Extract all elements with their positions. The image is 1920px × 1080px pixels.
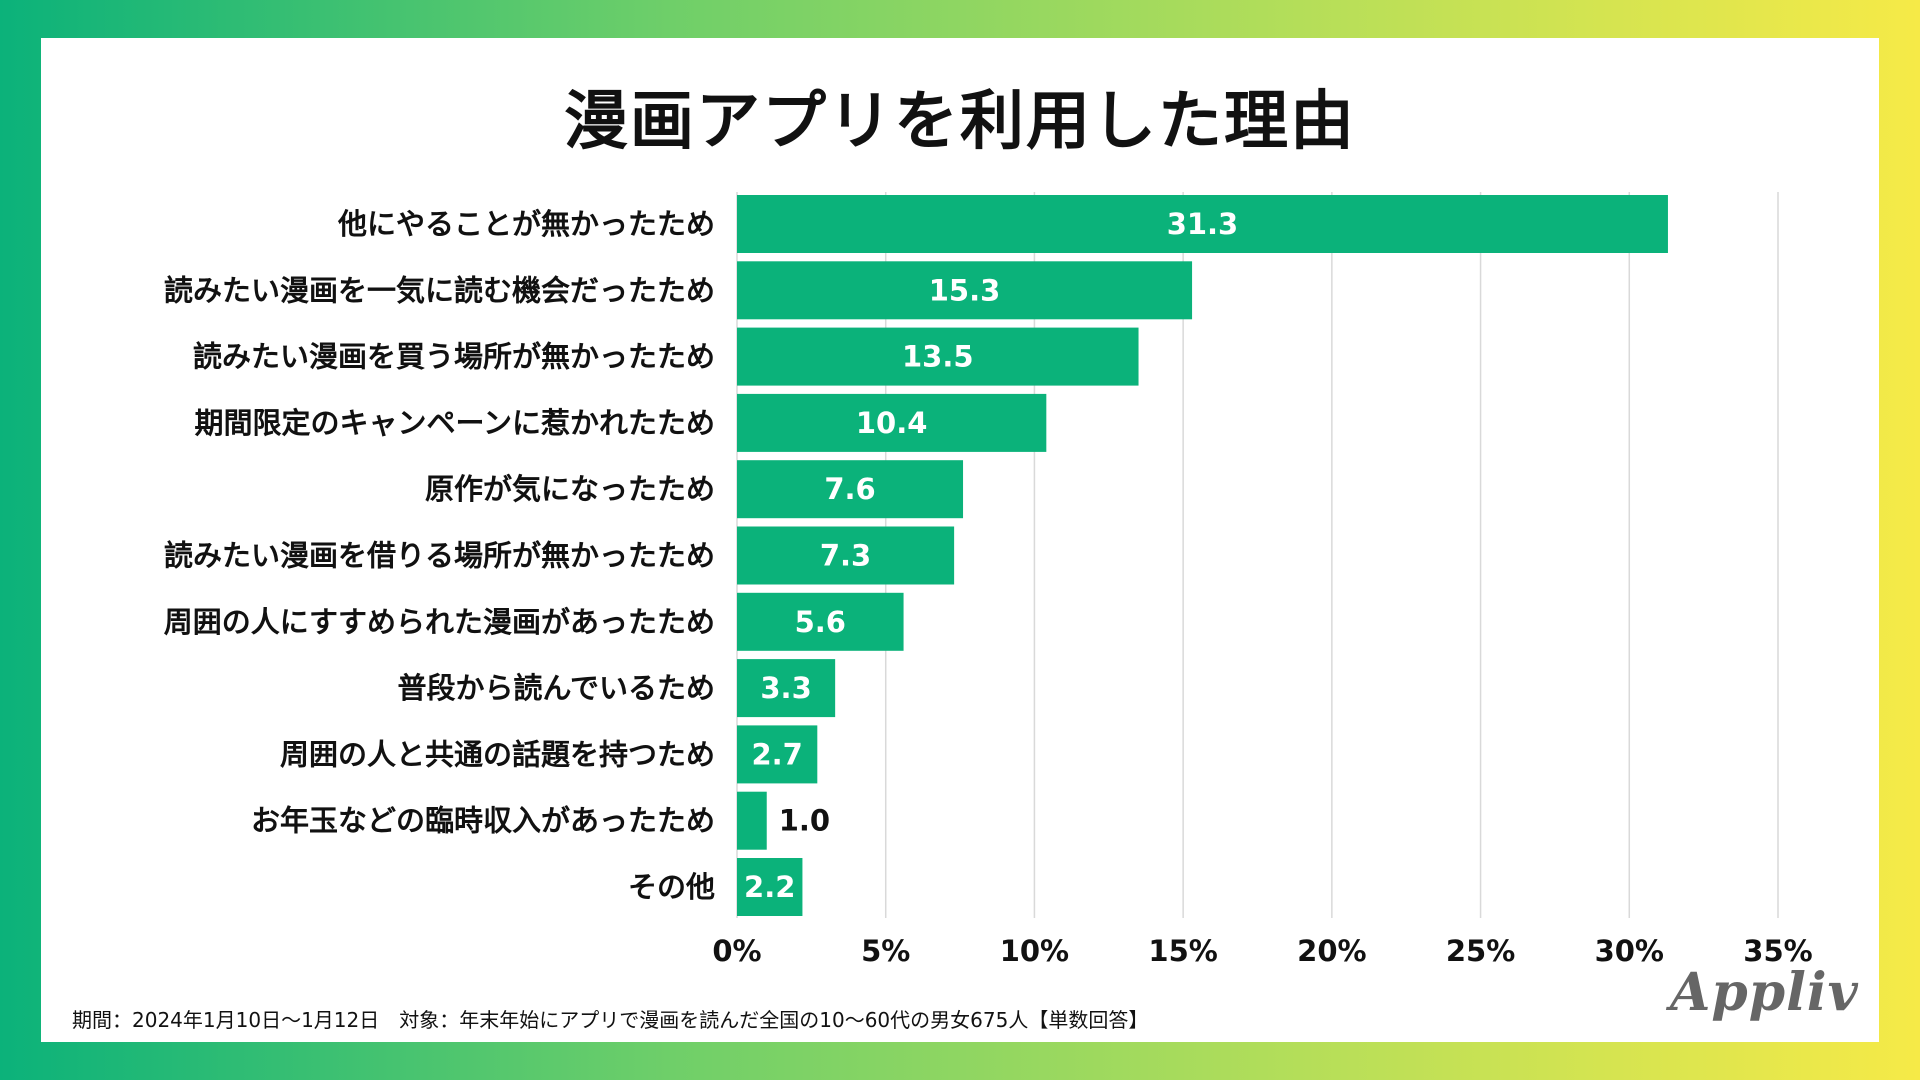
category-label: お年玉などの臨時収入があったため: [251, 804, 715, 838]
bar: [737, 460, 964, 519]
category-label: 普段から読んでいるため: [397, 671, 715, 705]
category-label: 期間限定のキャンペーンに惹かれたため: [194, 406, 715, 440]
bar: [737, 327, 1139, 386]
value-label: 2.2: [744, 870, 795, 904]
chart-title: 漫画アプリを利用した理由: [564, 85, 1356, 159]
x-tick-label: 5%: [861, 934, 910, 968]
category-label: 他にやることが無かったため: [337, 207, 715, 241]
value-label: 5.6: [795, 605, 846, 639]
value-label: 3.3: [760, 671, 811, 705]
survey-footnote: 期間：2024年1月10日〜1月12日 対象：年末年始にアプリで漫画を読んだ全国…: [72, 1008, 1149, 1032]
bar: [737, 261, 1193, 320]
value-label: 10.4: [856, 406, 928, 440]
appliv-logo: Appliv: [1670, 962, 1859, 1023]
bar: [737, 725, 818, 784]
x-tick-label: 20%: [1297, 934, 1366, 968]
category-label: 原作が気になったため: [425, 472, 715, 506]
bar: [737, 393, 1047, 452]
value-label: 7.3: [820, 539, 871, 573]
bar: [737, 526, 955, 585]
bar: [737, 659, 836, 718]
value-label: 2.7: [751, 737, 802, 771]
bars: [737, 195, 1668, 916]
category-label: その他: [628, 870, 715, 904]
x-tick-label: 0%: [712, 934, 761, 968]
bar: [737, 195, 1668, 253]
value-label: 7.6: [824, 472, 875, 506]
category-label: 読みたい漫画を借りる場所が無かったため: [164, 539, 715, 573]
category-label: 周囲の人と共通の話題を持つため: [280, 737, 715, 771]
x-tick-label: 10%: [1000, 934, 1069, 968]
value-label: 13.5: [902, 340, 974, 374]
x-tick-label: 25%: [1446, 934, 1515, 968]
value-label: 15.3: [929, 273, 1001, 307]
x-tick-label: 30%: [1595, 934, 1664, 968]
value-labels: 31.3 15.3 13.5 10.4 7.6 7.3 5.6 3.3 2.7 1.0 2.2: [744, 207, 1238, 904]
x-axis-tick-labels: 0% 5% 10% 15% 20% 25% 30% 35%: [712, 934, 1812, 968]
value-label: 1.0: [779, 804, 830, 838]
bar: [737, 592, 904, 651]
category-label: 読みたい漫画を買う場所が無かったため: [193, 340, 715, 374]
category-labels: 他にやることが無かったため読みたい漫画を一気に読む機会だったため読みたい漫画を買…: [164, 207, 715, 904]
x-tick-label: 15%: [1148, 934, 1217, 968]
bar: [737, 858, 803, 916]
category-label: 読みたい漫画を一気に読む機会だったため: [164, 273, 715, 307]
x-tick-label: 35%: [1743, 934, 1812, 968]
bar: [737, 791, 767, 850]
category-label: 周囲の人にすすめられた漫画があったため: [164, 605, 715, 639]
value-label: 31.3: [1167, 207, 1239, 241]
